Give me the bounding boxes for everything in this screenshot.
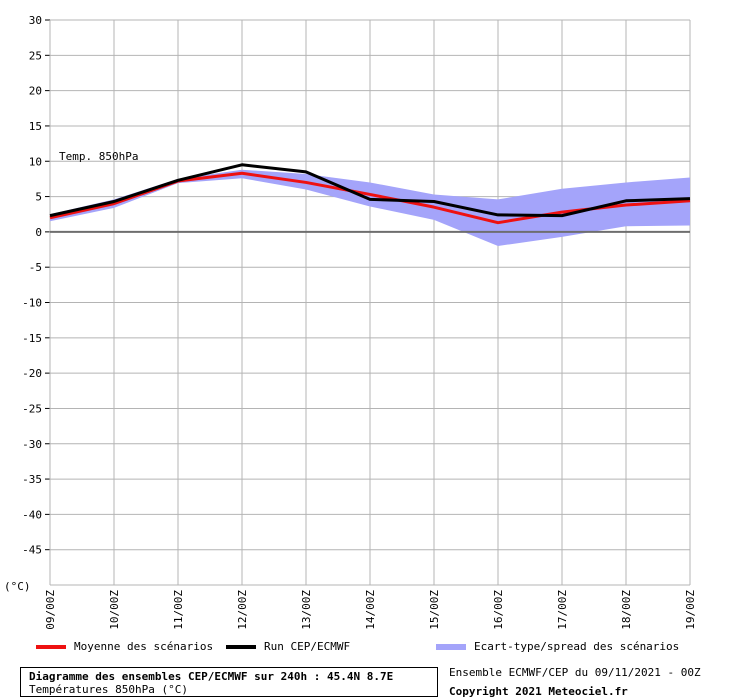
copyright-label: Copyright 2021 Meteociel.fr xyxy=(449,685,628,698)
x-tick-label: 09/00Z xyxy=(44,590,57,630)
legend-item-spread: Ecart-type/spread des scénarios xyxy=(436,640,679,653)
legend-swatch-run xyxy=(226,644,256,649)
y-tick-label: -30 xyxy=(22,438,42,451)
y-tick-label: 0 xyxy=(35,226,42,239)
spread-band xyxy=(50,169,690,246)
y-tick-label: -20 xyxy=(22,367,42,380)
y-axis-unit: (°C) xyxy=(4,580,31,593)
x-tick-label: 16/00Z xyxy=(492,590,505,630)
y-tick-label: 25 xyxy=(29,49,42,62)
chart-title: Diagramme des ensembles CEP/ECMWF sur 24… xyxy=(29,670,394,683)
legend-item-run: Run CEP/ECMWF xyxy=(226,640,350,653)
y-tick-label: -35 xyxy=(22,473,42,486)
ensemble-chart: 30 25 20 15 10 5 0 -5 -10 -15 -20 -25 -30 -35 -40 -45 0… xyxy=(4,14,697,630)
y-tick-label: -15 xyxy=(22,332,42,345)
chart-subtitle: Températures 850hPa (°C) xyxy=(29,683,188,696)
legend-swatch-spread xyxy=(436,643,466,650)
x-tick-label: 13/00Z xyxy=(300,590,313,630)
legend-label-run: Run CEP/ECMWF xyxy=(264,640,351,653)
x-tick-label: 10/00Z xyxy=(108,590,121,630)
x-tick-label: 12/00Z xyxy=(236,590,249,630)
x-tick-label: 18/00Z xyxy=(620,590,633,630)
y-tick-label: -25 xyxy=(22,402,42,415)
x-tick-label: 15/00Z xyxy=(428,590,441,630)
y-tick-label: -10 xyxy=(22,297,42,310)
ensemble-run-label: Ensemble ECMWF/CEP du 09/11/2021 - 00Z xyxy=(449,666,701,679)
x-tick-labels: 09/00Z 10/00Z 11/00Z 12/00Z 13/00Z 14/00Z 15/0… xyxy=(44,590,697,630)
y-tick-label: -40 xyxy=(22,508,42,521)
x-tick-label: 14/00Z xyxy=(364,590,377,630)
legend-label-spread: Ecart-type/spread des scénarios xyxy=(474,640,680,653)
legend-label-mean: Moyenne des scénarios xyxy=(74,640,214,653)
spread-band-area xyxy=(50,169,690,246)
x-tick-label: 11/00Z xyxy=(172,590,185,630)
y-tick-label: 5 xyxy=(35,191,42,204)
y-tick-label: 30 xyxy=(29,14,42,27)
y-tick-label: 15 xyxy=(29,120,42,133)
chart-info-box: Diagramme des ensembles CEP/ECMWF sur 24… xyxy=(20,667,438,697)
x-tick-label: 19/00Z xyxy=(684,590,697,630)
y-tick-label: 10 xyxy=(29,155,42,168)
legend-swatch-mean xyxy=(36,644,66,649)
series-lines xyxy=(49,163,691,225)
y-tick-label: 20 xyxy=(29,85,42,98)
y-tick-labels: 30 25 20 15 10 5 0 -5 -10 -15 -20 -25 -30 -35 -40 -45 xyxy=(22,14,42,557)
y-tick-label: -45 xyxy=(22,544,42,557)
legend-item-mean: Moyenne des scénarios xyxy=(36,640,213,653)
y-tick-label: -5 xyxy=(29,261,42,274)
chart-annotation: Temp. 850hPa xyxy=(59,150,138,163)
run-line xyxy=(49,163,691,218)
x-tick-label: 17/00Z xyxy=(556,590,569,630)
